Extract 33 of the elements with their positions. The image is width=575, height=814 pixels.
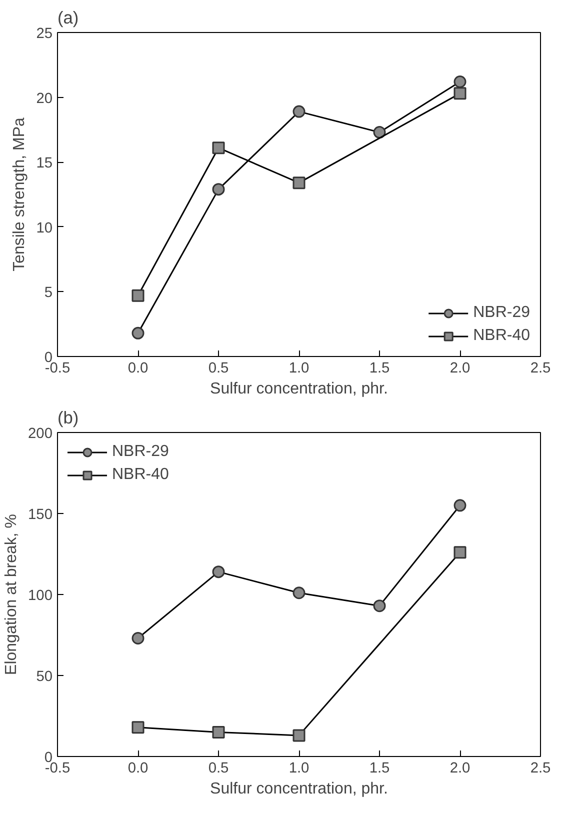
x-tick-label: 0.5: [208, 760, 229, 776]
y-axis-title: Tensile strength, MPa: [11, 117, 28, 272]
y-tick-label: 15: [36, 156, 53, 172]
x-tick-label: 2.5: [530, 360, 551, 376]
x-axis-title: Sulfur concentration, phr.: [210, 380, 388, 398]
y-tick-label: 200: [28, 426, 53, 442]
y-tick-label: 5: [44, 285, 53, 302]
x-tick-label: -0.5: [44, 360, 70, 376]
x-tick-label: 2.0: [450, 360, 470, 376]
chart-title: (a): [58, 8, 79, 28]
chart-title: (b): [58, 408, 79, 428]
y-tick-label: 25: [36, 26, 53, 42]
x-tick-label: -0.5: [44, 760, 70, 776]
legend-label: NBR-40: [112, 466, 169, 484]
x-tick-label: 0.0: [128, 760, 148, 776]
y-tick-label: 150: [28, 507, 53, 523]
x-tick-label: 2.5: [530, 760, 551, 776]
y-tick-label: 50: [36, 669, 53, 685]
x-tick-label: 1.0: [288, 760, 310, 776]
y-tick-label: 100: [28, 588, 53, 604]
y-axis-title: Elongation at break, %: [3, 514, 20, 675]
legend-label: NBR-29: [112, 443, 169, 461]
x-tick-label: 0.0: [128, 360, 148, 376]
x-tick-label: 2.0: [450, 760, 470, 776]
x-axis-title: Sulfur concentration, phr.: [210, 780, 388, 798]
x-tick-label: 0.5: [208, 360, 229, 376]
y-tick-label: 20: [36, 90, 53, 107]
x-tick-label: 1.0: [288, 360, 310, 376]
legend-label: NBR-40: [473, 327, 530, 345]
legend-label: NBR-29: [473, 304, 530, 322]
y-tick-label: 10: [36, 220, 53, 236]
x-tick-label: 1.5: [369, 360, 390, 376]
x-tick-label: 1.5: [369, 760, 390, 776]
